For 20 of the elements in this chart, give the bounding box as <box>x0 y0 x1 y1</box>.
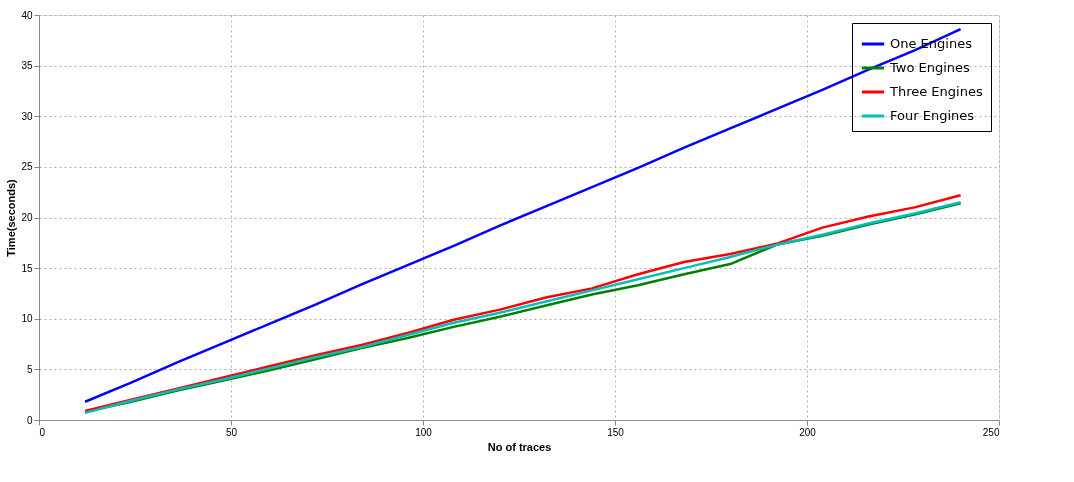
legend-label: Two Engines <box>889 60 971 75</box>
x-axis-title: No of traces <box>487 440 552 453</box>
y-tick-label: 30 <box>21 110 33 122</box>
y-tick-label: 0 <box>26 414 33 426</box>
x-tick-label: 0 <box>39 426 46 438</box>
x-tick-label: 100 <box>415 426 433 438</box>
y-tick-label: 20 <box>21 212 33 223</box>
y-tick-label: 10 <box>21 313 33 325</box>
y-tick-label: 40 <box>21 9 33 21</box>
y-tick-label: 5 <box>26 363 33 375</box>
x-tick-label: 250 <box>982 426 1000 438</box>
y-tick-label: 25 <box>21 161 33 173</box>
legend-label: Three Engines <box>889 84 983 99</box>
x-tick-label: 200 <box>799 426 817 438</box>
x-tick-label: 50 <box>225 426 238 438</box>
x-tick-label: 150 <box>607 426 625 438</box>
legend-label: Four Engines <box>890 108 975 123</box>
y-axis-title: Time(seconds) <box>5 178 18 257</box>
y-tick-label: 35 <box>21 60 33 72</box>
y-tick-label: 15 <box>21 262 33 274</box>
